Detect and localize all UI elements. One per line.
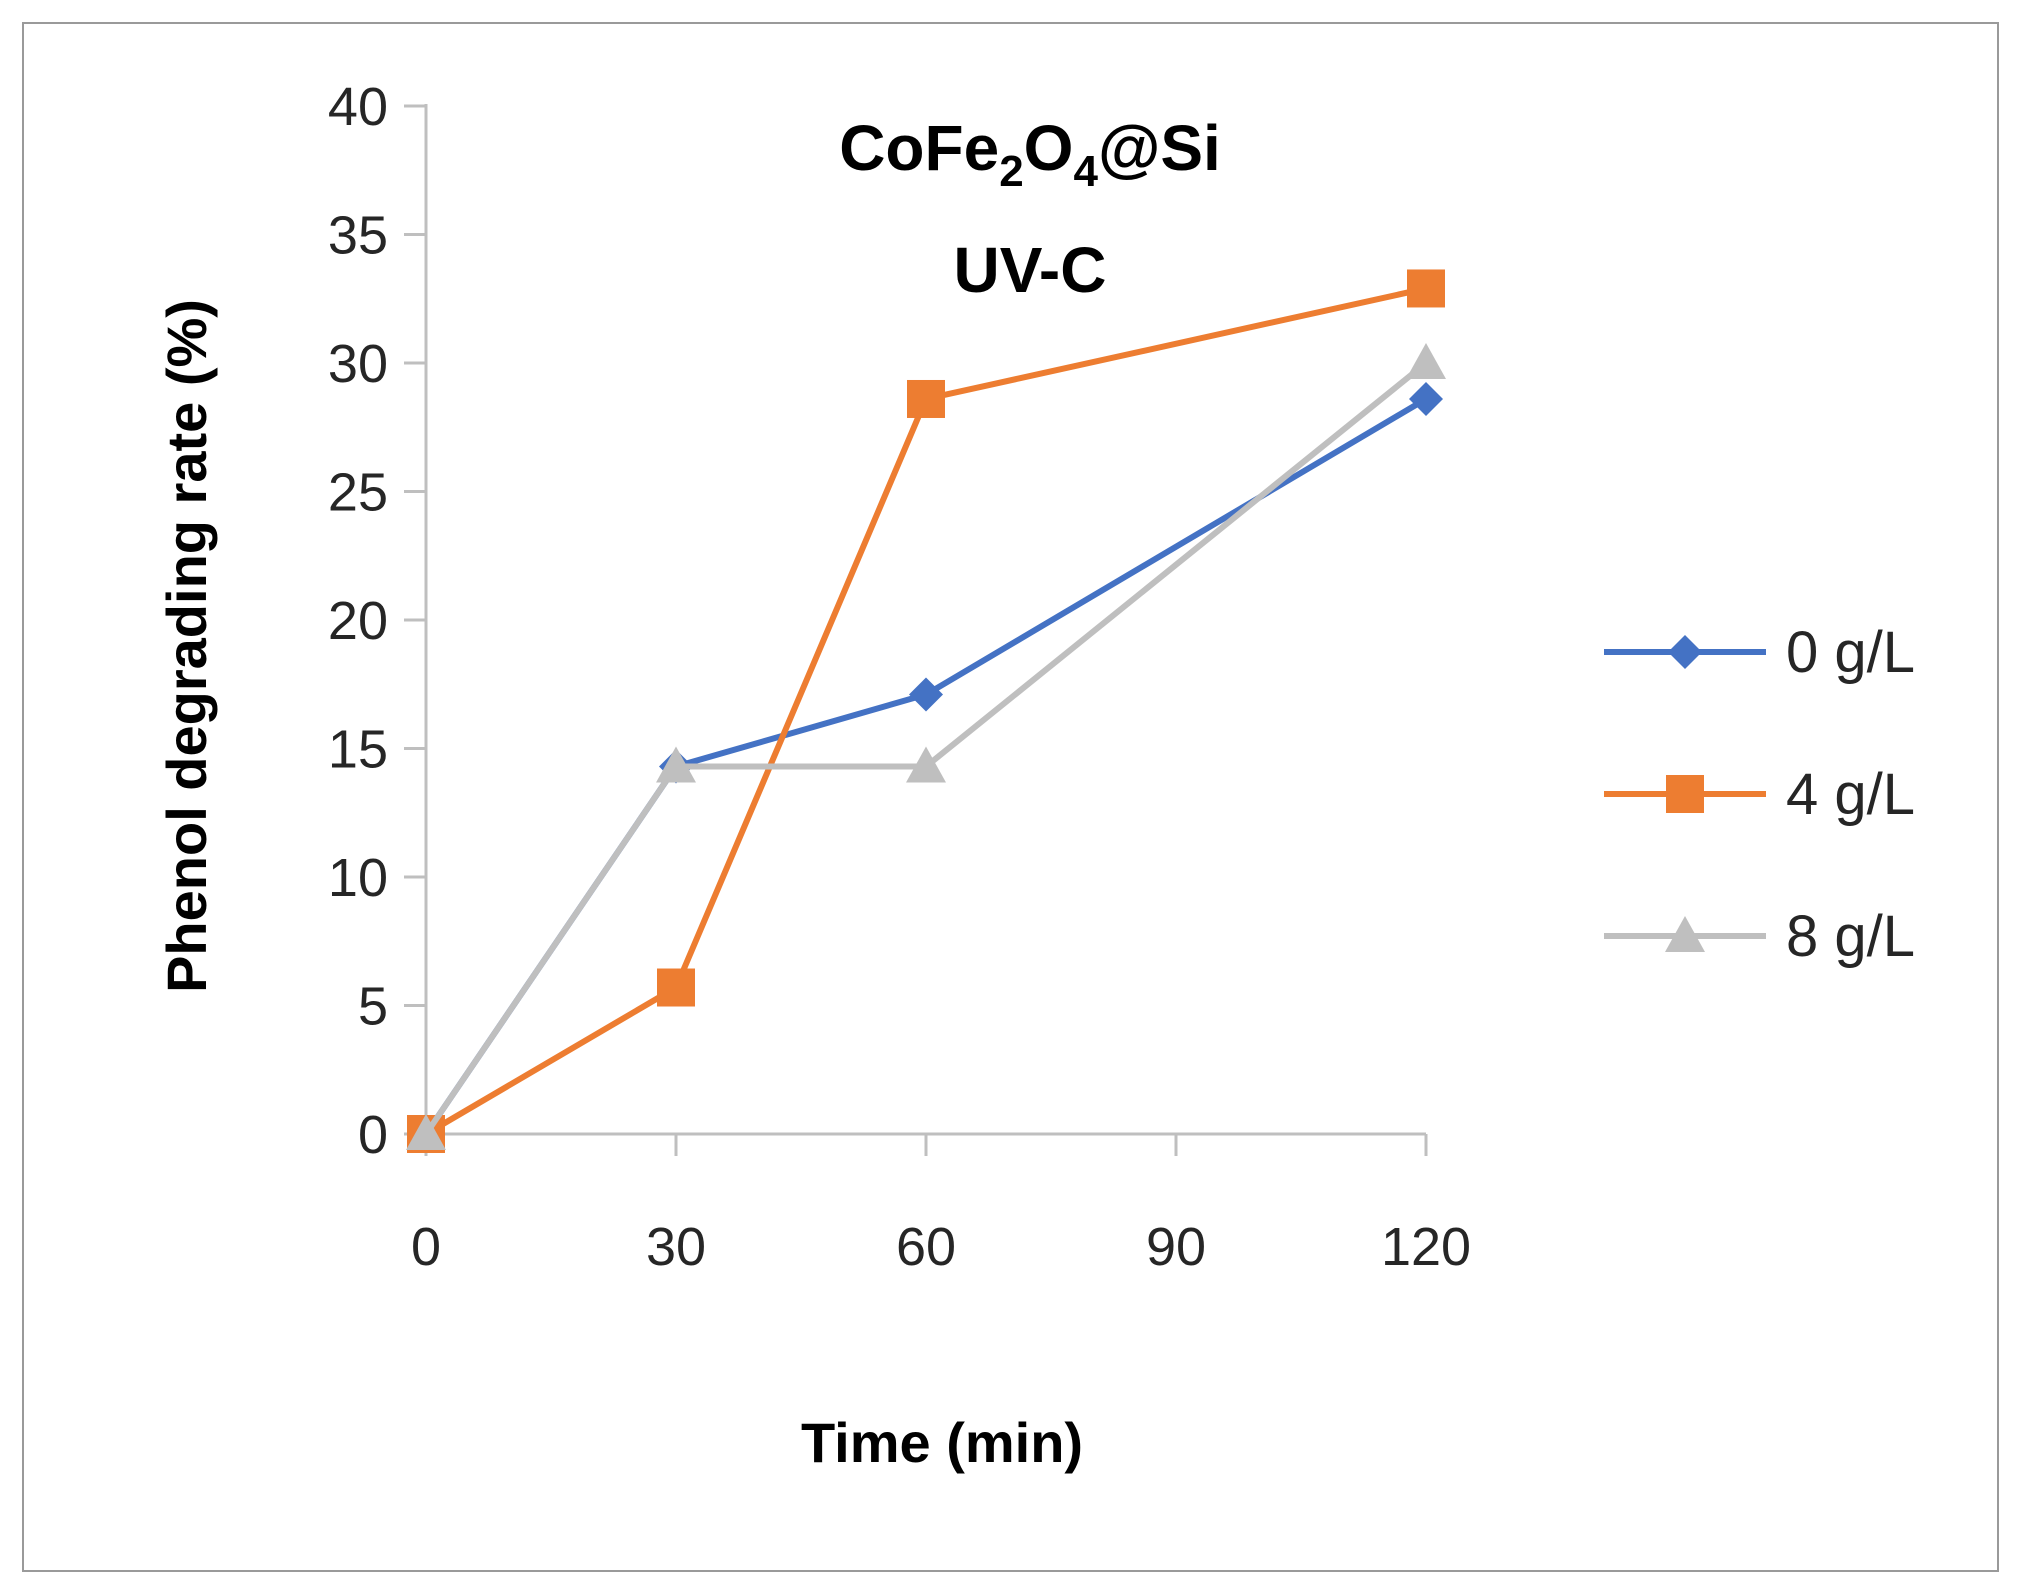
data-point [657, 968, 695, 1007]
x-axis-title: Time (min) [801, 1411, 1083, 1474]
y-tick-label: 25 [328, 463, 388, 523]
chart-title-line1: CoFe2O4@Si [839, 112, 1221, 196]
y-tick-label: 15 [328, 720, 388, 780]
data-point [909, 677, 943, 712]
chart-frame: 0 5 10 15 20 25 30 35 40 0 30 60 90 120 CoFe2O4@Si U… [22, 22, 1999, 1572]
x-tick-label: 90 [1146, 1217, 1206, 1277]
x-tick-label: 30 [646, 1217, 706, 1277]
legend-marker [1668, 635, 1702, 669]
data-point [1406, 343, 1446, 379]
legend-item: 0 g/L [1604, 620, 1915, 685]
y-tick-label: 35 [328, 206, 388, 266]
legend-marker [1665, 916, 1705, 952]
data-point [907, 379, 945, 418]
series-line [424, 285, 1427, 1137]
legend: 0 g/L 4 g/L 8 g/L [1604, 620, 1915, 969]
y-axis-title: Phenol degrading rate (%) [155, 299, 218, 993]
y-tick-label: 0 [358, 1105, 388, 1165]
series-layer [406, 269, 1446, 1153]
y-tick-label: 30 [328, 334, 388, 394]
x-tick-label: 60 [896, 1217, 956, 1277]
series-8-g-l [406, 343, 1446, 1150]
legend-item: 4 g/L [1604, 762, 1915, 827]
x-tick-label: 0 [411, 1217, 441, 1277]
series-line [423, 360, 1428, 1136]
data-point [1409, 381, 1443, 416]
y-tick-label: 10 [328, 848, 388, 908]
axes [424, 104, 1426, 1136]
legend-label: 8 g/L [1786, 904, 1915, 969]
x-tick-labels: 0 30 60 90 120 [411, 1134, 1471, 1277]
legend-label: 4 g/L [1786, 762, 1915, 827]
legend-label: 0 g/L [1786, 620, 1915, 685]
data-point [406, 1114, 446, 1150]
y-tick-label: 5 [358, 977, 388, 1037]
y-tick-labels: 0 5 10 15 20 25 30 35 40 [328, 77, 426, 1165]
y-tick-label: 20 [328, 591, 388, 651]
data-point [906, 746, 946, 783]
y-tick-label: 40 [328, 77, 388, 137]
chart-title-line2: UV-C [954, 234, 1107, 306]
x-tick-label: 120 [1381, 1217, 1471, 1277]
legend-item: 8 g/L [1604, 904, 1915, 969]
line-chart: 0 5 10 15 20 25 30 35 40 0 30 60 90 120 CoFe2O4@Si U… [155, 77, 1915, 1474]
data-point [656, 746, 696, 783]
data-point [1407, 269, 1445, 308]
legend-marker [1666, 775, 1704, 813]
